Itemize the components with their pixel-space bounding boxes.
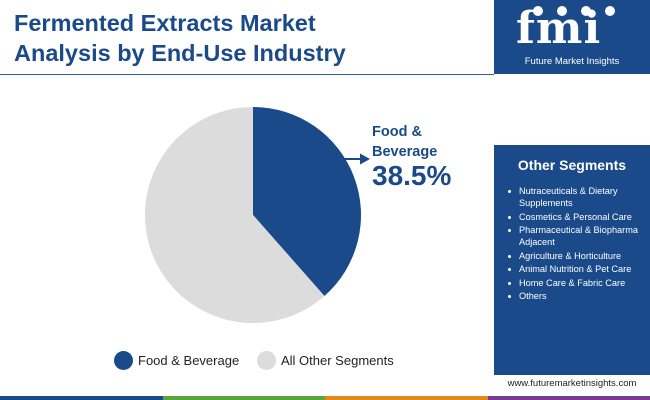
- header-divider: [0, 74, 494, 75]
- legend-label-other-segments: All Other Segments: [281, 352, 394, 368]
- logo-icons: [533, 6, 615, 16]
- pie-chart: [145, 107, 370, 324]
- bottom-bar-segment-1: [0, 396, 163, 400]
- legend-label-food-beverage: Food & Beverage: [138, 352, 240, 368]
- segment-item: Agriculture & Horticulture: [504, 250, 646, 262]
- brand-logo: fmi Future Market Insights: [494, 0, 650, 74]
- segment-item: Cosmetics & Personal Care: [504, 211, 646, 223]
- callout-value: 38.5%: [372, 160, 452, 191]
- legend-item-other-segments: All Other Segments: [257, 349, 394, 371]
- legend-swatch-food-beverage: [114, 350, 133, 370]
- segment-item: Others: [504, 290, 646, 302]
- bottom-bar-segment-2: [162, 396, 325, 400]
- logo-letters: fmi: [516, 3, 602, 54]
- pie-slices: [145, 107, 361, 324]
- callout-label: Food & Beverage: [372, 122, 437, 162]
- segment-item: Animal Nutrition & Pet Care: [504, 263, 646, 275]
- bottom-bar-segment-3: [325, 396, 488, 400]
- bottom-bar-segment-4: [487, 396, 650, 400]
- pie-slice-food-beverage: [253, 107, 361, 297]
- segment-item: Nutraceuticals & Dietary Supplements: [504, 185, 646, 209]
- chart-title: Fermented Extracts Market Analysis by En…: [14, 8, 484, 68]
- chart-title-line1: Fermented Extracts Market: [14, 10, 316, 36]
- legend-item-food-beverage: Food & Beverage: [114, 349, 239, 371]
- logo-name: Future Market Insights: [524, 56, 620, 67]
- bottom-color-bar: [0, 396, 650, 400]
- other-segments-box: Other Segments Nutraceuticals & Dietary …: [494, 145, 650, 375]
- website-url: www.futuremarketinsights.com: [507, 378, 637, 389]
- pie-slice-all-other-segments: [145, 107, 325, 324]
- callout-label-line2: Beverage: [372, 144, 438, 160]
- right-panel: fmi Future Market Insights Other Segment…: [494, 0, 650, 400]
- segment-item: Pharmaceutical & Biopharma Adjacent: [504, 224, 646, 248]
- callout-arrow: [339, 153, 370, 165]
- chart-title-line2: Analysis by End-Use Industry: [14, 40, 346, 66]
- other-segments-title: Other Segments: [517, 157, 627, 173]
- chart-legend: Food & Beverage All Other Segments: [0, 349, 494, 371]
- other-segments-list: Nutraceuticals & Dietary Supplements Cos…: [504, 185, 646, 304]
- legend-swatch-other-segments: [257, 350, 276, 370]
- callout-label-line1: Food &: [372, 124, 422, 140]
- segment-item: Home Care & Fabric Care: [504, 277, 646, 289]
